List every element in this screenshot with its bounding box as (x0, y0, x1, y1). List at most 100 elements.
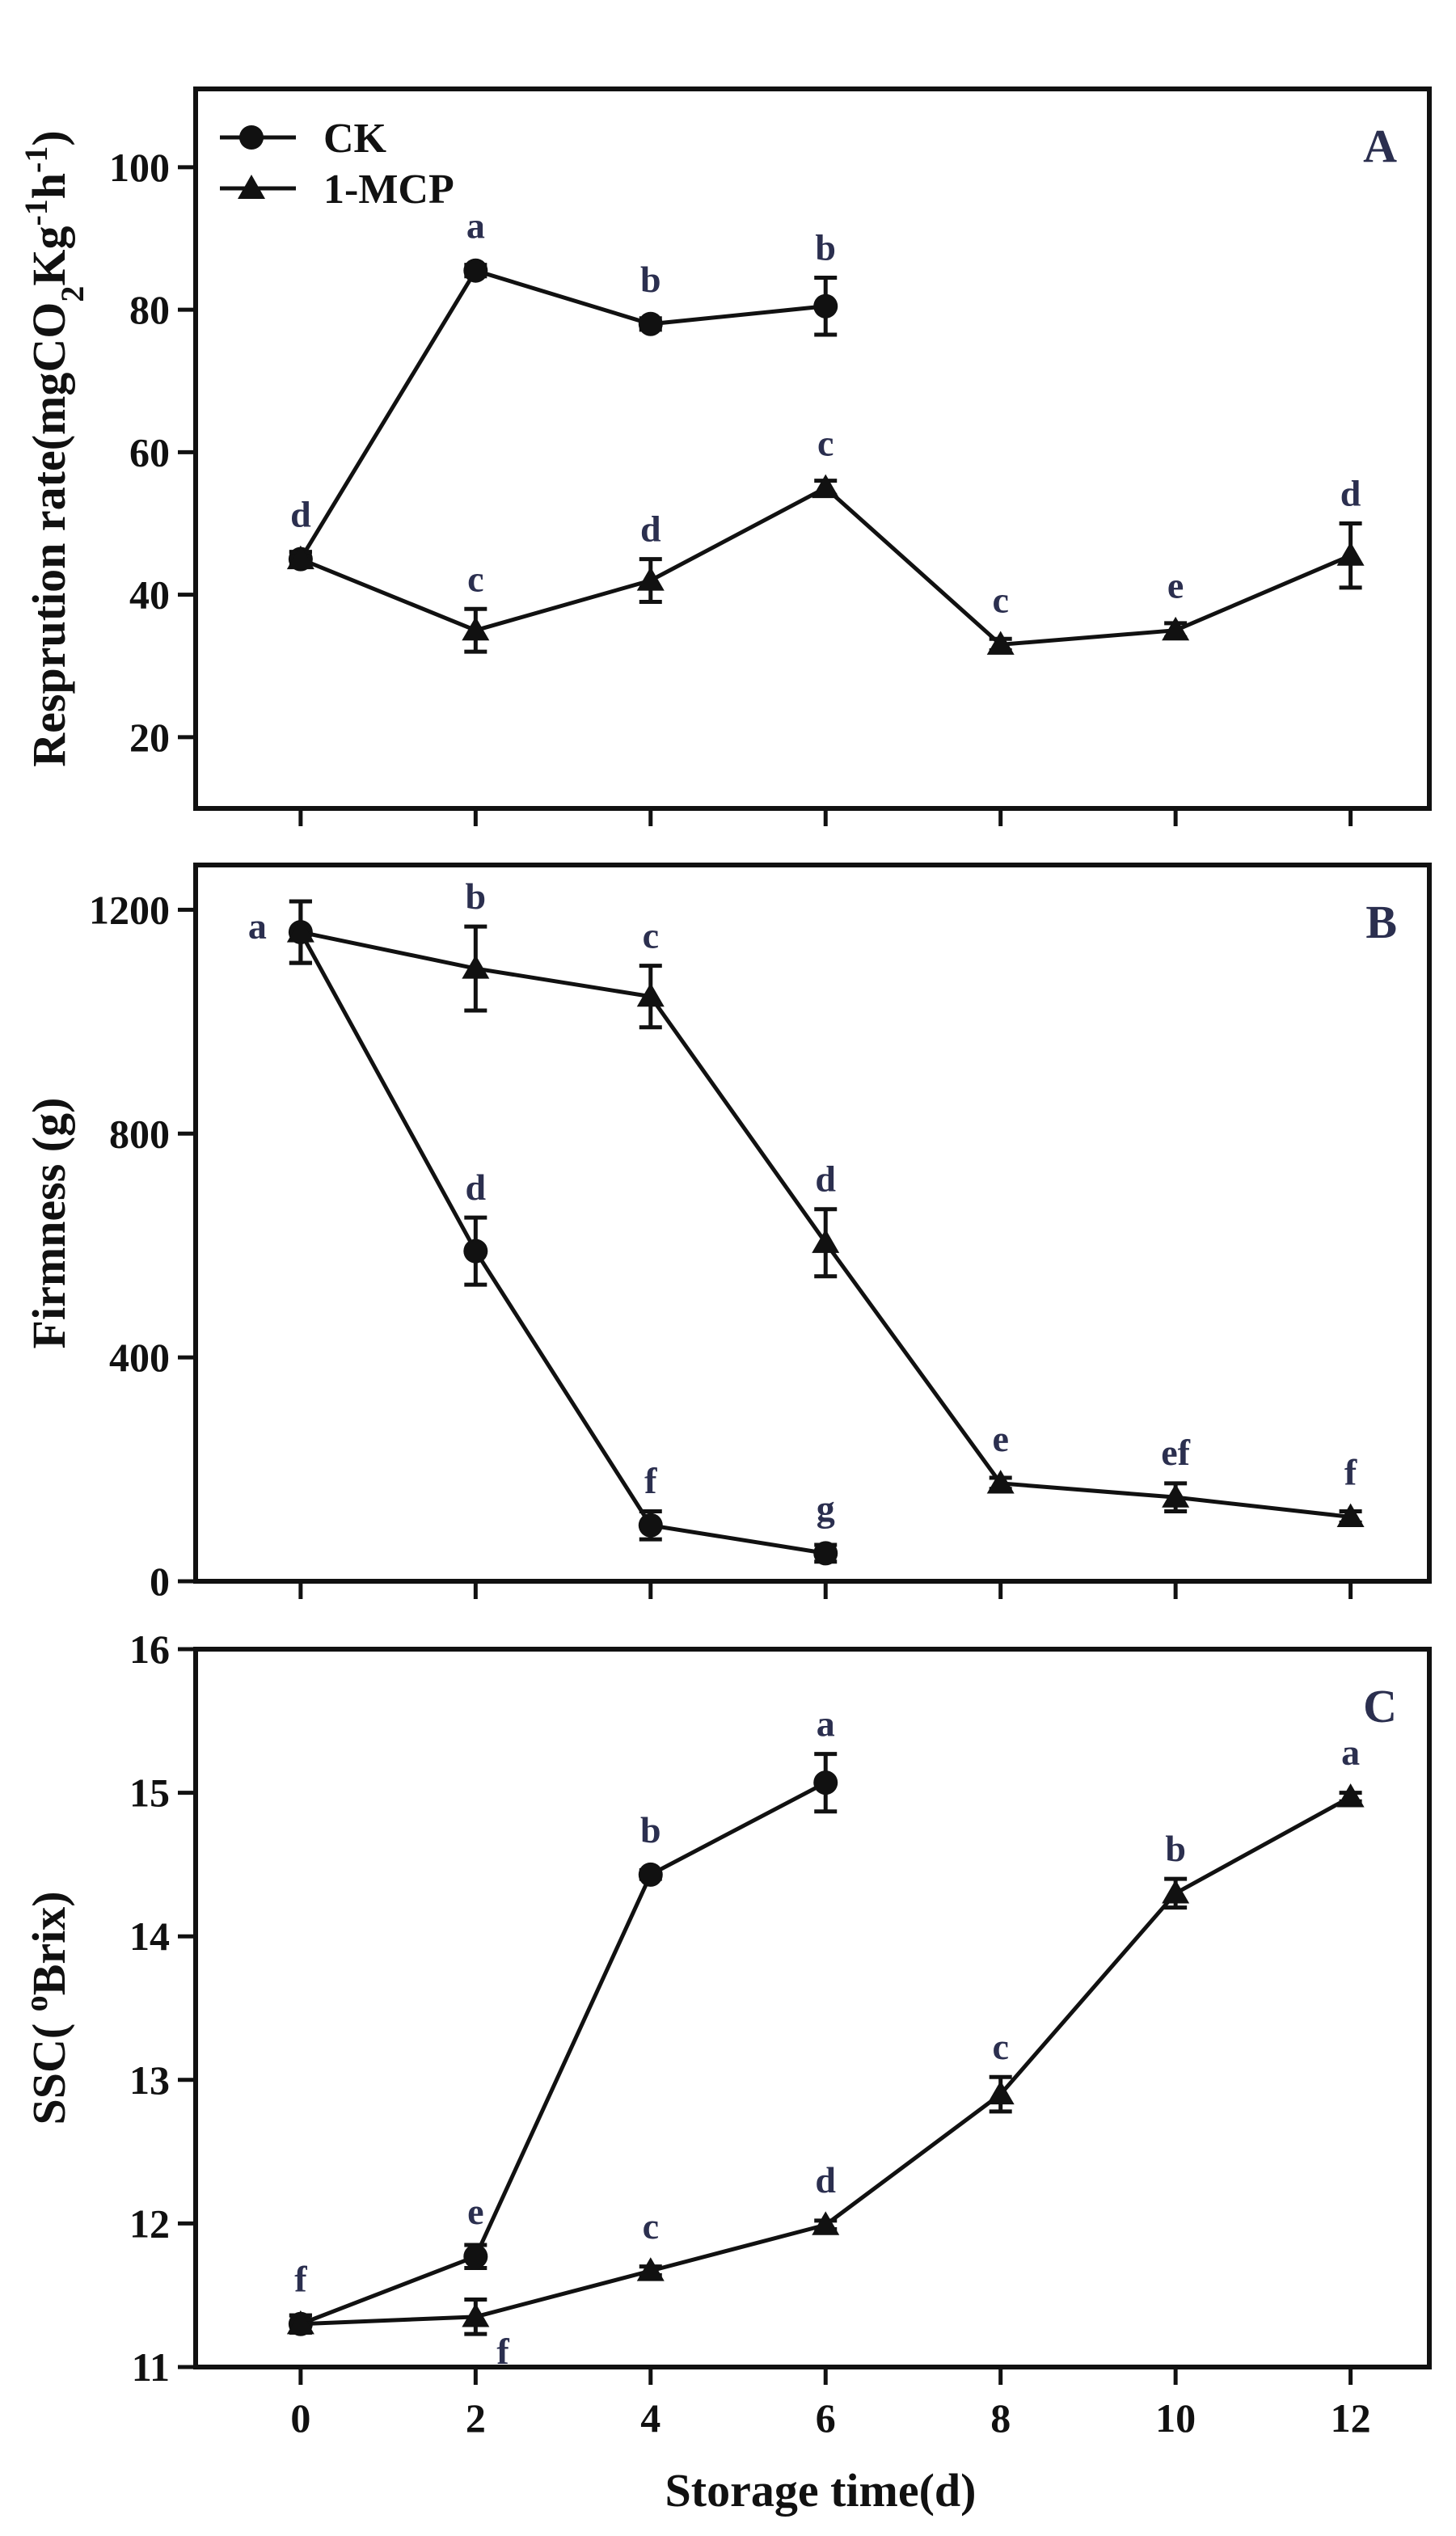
y-axis-title-sub: 2 (54, 286, 91, 302)
y-tick-label: 20 (129, 715, 170, 760)
significance-label: d (1340, 473, 1361, 514)
y-axis-title-part: SSC( (23, 2011, 75, 2125)
plot-frame (193, 87, 1432, 811)
significance-label: b (466, 876, 487, 917)
data-point-triangle (1336, 1783, 1365, 1808)
y-tick-label: 60 (129, 429, 170, 475)
significance-label: e (467, 2191, 483, 2232)
data-point-triangle (812, 474, 840, 499)
significance-label: g (817, 1487, 835, 1529)
x-tick-label: 0 (290, 2395, 310, 2441)
y-tick-label: 40 (129, 572, 170, 618)
data-point-circle (638, 1513, 663, 1538)
significance-label: a (817, 1703, 835, 1745)
y-tick-label: 400 (109, 1335, 170, 1380)
significance-label: a (466, 205, 485, 247)
series-line (299, 485, 1352, 647)
y-tick-label: 100 (109, 145, 170, 190)
x-tick-label: 12 (1331, 2395, 1371, 2441)
significance-label: c (643, 2205, 659, 2247)
significance-label: a (248, 905, 267, 947)
significance-label: d (640, 508, 661, 550)
significance-label: b (815, 227, 836, 268)
data-point-triangle (1162, 616, 1190, 641)
legend-label-ck: CK (323, 116, 387, 162)
data-point-triangle (286, 2310, 314, 2335)
data-point-circle (463, 1238, 488, 1264)
y-axis-title-part: ) (23, 130, 75, 146)
significance-label: f (1344, 1451, 1357, 1492)
panel-label: B (1365, 896, 1397, 948)
significance-label: f (644, 1460, 657, 1501)
data-point-triangle (1336, 542, 1365, 566)
data-point-triangle (462, 616, 490, 641)
significance-label: d (815, 2159, 836, 2201)
significance-label: c (992, 2026, 1008, 2067)
data-point-triangle (286, 545, 314, 570)
y-axis-title-sup: o (18, 1995, 54, 2011)
data-point-circle (463, 258, 488, 283)
data-point-circle (463, 2244, 488, 2269)
significance-label: c (992, 579, 1008, 620)
significance-label: d (815, 1158, 836, 1200)
data-point-triangle (812, 2211, 840, 2235)
data-point-triangle (1162, 1880, 1190, 1904)
series-ck: d a b b (288, 205, 838, 572)
significance-label: f (496, 2331, 509, 2372)
data-point-triangle (636, 2257, 665, 2281)
data-point-triangle (986, 1470, 1015, 1494)
y-axis-title: Firmness (g) (23, 1098, 75, 1349)
significance-label: b (640, 1809, 661, 1850)
data-point-triangle (1336, 1503, 1365, 1527)
panel-label: A (1363, 120, 1397, 172)
data-point-triangle (462, 955, 490, 979)
data-point-triangle (636, 567, 665, 591)
y-tick-label: 14 (129, 1914, 170, 1959)
y-axis-title-sup: -1 (18, 199, 54, 226)
series-line (300, 1795, 1352, 2327)
significance-label: d (290, 494, 311, 535)
y-tick-label: 1200 (89, 887, 170, 932)
significance-label: b (1165, 1828, 1186, 1869)
data-point-triangle (636, 982, 665, 1007)
significance-label: e (992, 1418, 1008, 1459)
significance-label: b (640, 259, 661, 300)
y-tick-label: 12 (129, 2201, 170, 2246)
data-point-triangle (812, 1229, 840, 1253)
series-line (299, 1780, 827, 2327)
y-axis-title-part: Resprution rate(mgCO (23, 302, 75, 767)
y-tick-label: 13 (129, 2057, 170, 2103)
x-tick-label: 10 (1155, 2395, 1196, 2441)
legend-label-1-mcp: 1-MCP (323, 167, 454, 213)
panel-c: 0 2 4 6 8 10 12 11 12 13 14 15 16 SSC( oBrix) Storage … (18, 1627, 1432, 2517)
data-point-circle (813, 1770, 838, 1795)
y-tick-label: 80 (129, 287, 170, 332)
y-axis-title-part: h (23, 173, 75, 199)
y-axis-title: SSC( oBrix) (18, 1891, 76, 2125)
y-tick-label: 15 (129, 1770, 170, 1816)
series-line (298, 930, 826, 1555)
y-axis-title-part: Brix) (23, 1891, 75, 1995)
significance-label: c (467, 558, 483, 599)
significance-label: d (466, 1167, 487, 1208)
data-point-triangle (462, 2303, 490, 2327)
series-ck: a d f g (248, 899, 838, 1566)
x-tick-label: 4 (640, 2395, 660, 2441)
data-point-circle (638, 311, 663, 336)
series-1-mcp: f c d c b a (286, 1732, 1365, 2372)
x-tick-label: 8 (990, 2395, 1011, 2441)
plot-frame (193, 1647, 1432, 2369)
y-tick-label: 0 (150, 1559, 170, 1604)
significance-label: a (1341, 1732, 1360, 1773)
series-1-mcp: b c d e ef f (286, 876, 1365, 1527)
y-axis-title-sup: -1 (18, 146, 54, 173)
data-point-triangle (1162, 1483, 1190, 1508)
x-tick-label: 2 (466, 2395, 486, 2441)
series-line (298, 268, 826, 560)
data-point-circle (638, 1862, 663, 1887)
significance-label: e (1167, 565, 1184, 606)
y-tick-label: 16 (129, 1627, 170, 1672)
